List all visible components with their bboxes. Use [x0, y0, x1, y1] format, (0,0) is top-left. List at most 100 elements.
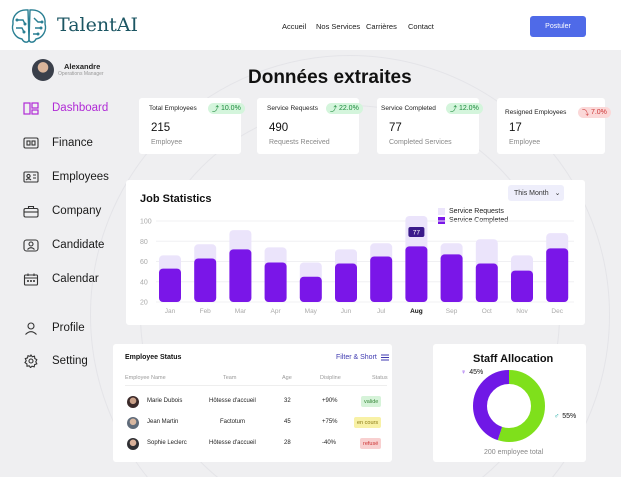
employee-name: Jean Martin — [147, 419, 179, 425]
trend-badge: ⤴ 12.0% — [446, 103, 483, 114]
bar-tooltip — [408, 227, 425, 237]
bar-service-completed — [370, 256, 393, 302]
column-header-discipline: Disipline — [320, 375, 341, 381]
table-row[interactable]: Marie Dubois Hôtesse d'accueil 32 +90% v… — [127, 394, 387, 410]
bar-service-completed — [475, 263, 498, 302]
bar-service-completed — [264, 262, 287, 302]
period-dropdown[interactable]: This Month ⌄ — [508, 185, 564, 201]
stat-subtitle: Employee — [509, 139, 541, 146]
stat-label: Resigned Employees — [505, 109, 567, 116]
bar-tooltip-value: 77 — [413, 230, 421, 237]
staff-total: 200 employee total — [484, 449, 544, 456]
x-tick-label: Nov — [516, 308, 528, 315]
stat-card-resigned-employees: Resigned Employees ⤵ 7.0% 17 Employee — [497, 98, 611, 154]
brand-name[interactable]: TalentAI — [57, 14, 138, 36]
y-tick-label: 20 — [140, 300, 148, 307]
sidebar-item-label: Company — [52, 205, 102, 217]
staff-allocation-panel: Staff Allocation ♀ 45% ♂ 55% 200 employe… — [433, 344, 586, 462]
job-statistics-panel: Job Statistics This Month ⌄ Service Requ… — [126, 180, 585, 325]
stat-label: Total Employees — [149, 105, 197, 112]
sidebar-item-candidate[interactable]: Candidate — [22, 235, 104, 255]
job-statistics-title: Job Statistics — [140, 193, 212, 205]
stat-label: Service Requests — [267, 105, 318, 112]
employee-team: Hôtesse d'accueil — [209, 398, 256, 404]
nav-contact[interactable]: Contact — [408, 22, 434, 31]
sidebar-item-label: Candidate — [52, 239, 105, 251]
sidebar-item-finance[interactable]: Finance — [22, 133, 93, 153]
staff-allocation-donut — [473, 370, 545, 442]
trend-up-icon: ⤴ — [330, 105, 339, 113]
allocation-male-label: ♂ 55% — [554, 413, 577, 420]
x-tick-label: Feb — [200, 308, 212, 315]
y-tick-label: 40 — [140, 279, 148, 286]
table-row[interactable]: Jean Martin Factotum 45 +75% en cours — [127, 415, 387, 431]
avatar — [127, 396, 139, 408]
x-tick-label: Sep — [446, 308, 458, 315]
employee-age: 32 — [284, 398, 291, 404]
postuler-button[interactable]: Postuler — [530, 16, 586, 37]
nav-accueil[interactable]: Accueil — [282, 22, 307, 31]
sidebar-item-employees[interactable]: Employees — [22, 167, 109, 187]
employee-team: Hôtesse d'accueil — [209, 440, 256, 446]
sidebar-item-setting[interactable]: Setting — [22, 351, 88, 371]
sidebar-item-profile[interactable]: Profile — [22, 318, 85, 338]
trend-up-icon: ⤴ — [212, 105, 221, 113]
employee-discipline: +75% — [322, 419, 338, 425]
trend-badge: ⤴ 10.0% — [208, 103, 245, 114]
donut-segment-female — [473, 370, 545, 442]
sidebar-item-company[interactable]: Company — [22, 201, 101, 221]
employee-status-title: Employee Status — [125, 354, 182, 361]
bar-service-completed — [511, 270, 533, 302]
user-role: Operations Manager — [58, 71, 104, 77]
nav-services[interactable]: Nos Services — [316, 22, 361, 31]
briefcase-icon — [22, 204, 40, 218]
candidate-icon — [22, 238, 40, 252]
column-header-name: Employee Name — [125, 375, 166, 381]
sidebar-item-label: Profile — [52, 322, 85, 334]
employee-name: Sophie Leclerc — [147, 440, 187, 446]
avatar[interactable] — [32, 59, 54, 81]
employee-age: 28 — [284, 440, 291, 446]
brain-logo-icon[interactable] — [8, 6, 50, 46]
stat-card-service-completed: Service Completed ⤴ 12.0% 77 Completed S… — [377, 98, 483, 154]
x-tick-label: Jan — [165, 308, 176, 315]
sidebar-item-dashboard[interactable]: Dashboard — [22, 98, 108, 118]
legend-swatch — [438, 208, 445, 215]
x-tick-label: Mar — [235, 308, 247, 315]
staff-allocation-title: Staff Allocation — [473, 353, 554, 365]
filter-icon — [380, 354, 389, 361]
trend-badge: ⤴ 22.0% — [326, 103, 363, 114]
nav-carrieres[interactable]: Carrières — [366, 22, 397, 31]
sidebar-item-label: Employees — [52, 171, 109, 183]
employee-name: Marie Dubois — [147, 398, 183, 404]
bar-service-completed — [405, 246, 428, 302]
female-icon: ♀ — [461, 369, 467, 376]
header-divider — [125, 385, 387, 386]
stat-card-total-employees: Total Employees ⤴ 10.0% 215 Employee — [139, 98, 245, 154]
status-badge: refusé — [360, 438, 382, 449]
stat-subtitle: Completed Services — [389, 139, 452, 146]
employee-discipline: -40% — [322, 440, 337, 446]
table-row[interactable]: Sophie Leclerc Hôtesse d'accueil 28 -40%… — [127, 436, 387, 452]
trend-down-icon: ⤵ — [582, 109, 591, 117]
page-title: Données extraites — [248, 67, 412, 88]
y-tick-label: 80 — [140, 239, 148, 246]
finance-icon — [22, 136, 40, 150]
bar-service-completed — [229, 249, 252, 302]
y-tick-label: 60 — [140, 259, 148, 266]
stat-value: 490 — [269, 122, 289, 134]
allocation-female-label: ♀ 45% — [461, 369, 484, 376]
stat-value: 17 — [509, 122, 522, 134]
sidebar-item-calendar[interactable]: Calendar — [22, 269, 99, 289]
stat-subtitle: Requests Received — [269, 139, 330, 146]
sidebar-item-label: Dashboard — [52, 102, 109, 114]
sidebar-item-label: Calendar — [52, 273, 99, 285]
job-statistics-chart: 20 40 60 80 100 Jan Feb Mar Apr May Jun Jul Aug 77 Sep… — [140, 215, 574, 315]
bar-service-completed — [159, 268, 181, 302]
dashboard-icon — [22, 101, 40, 115]
bar-service-completed — [440, 254, 463, 302]
legend-service-requests: Service Requests — [438, 208, 504, 215]
filter-short-button[interactable]: Filter & Short — [336, 354, 389, 361]
trend-badge: ⤵ 7.0% — [578, 107, 611, 118]
profile-icon — [22, 321, 40, 335]
